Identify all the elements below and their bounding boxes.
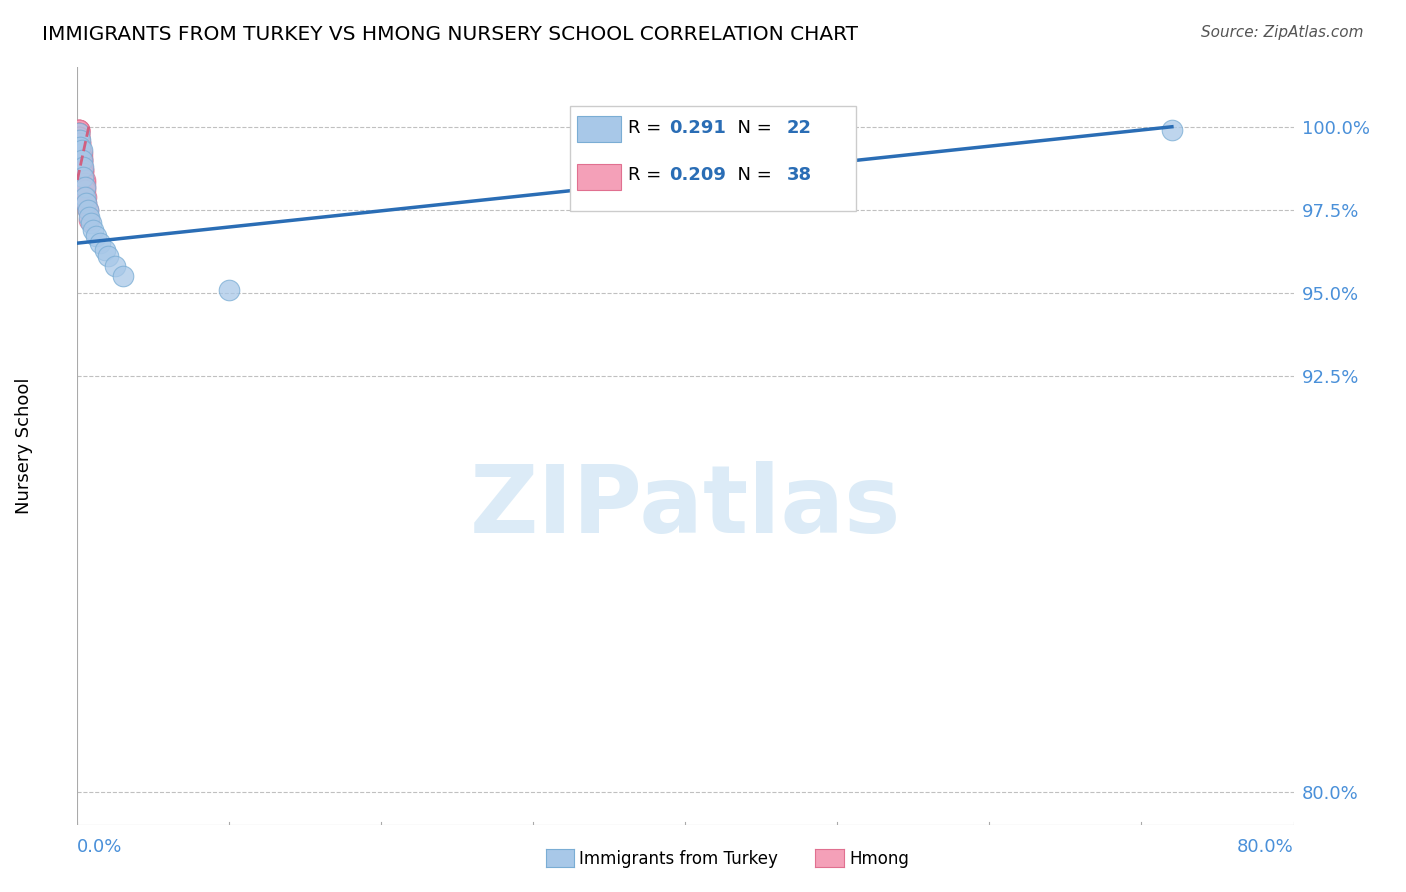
Point [67, 127, 90, 141]
FancyBboxPatch shape [578, 164, 621, 190]
Text: Hmong: Hmong [849, 850, 910, 868]
Text: N =: N = [725, 166, 778, 185]
Text: N =: N = [725, 119, 778, 136]
Point [67, 133, 90, 147]
Point [69, 143, 91, 157]
Point [70, 153, 93, 167]
Point [67, 127, 90, 141]
Point [67, 129, 90, 144]
Point [77, 202, 100, 217]
Text: 0.0%: 0.0% [77, 838, 122, 856]
Text: 0.209: 0.209 [669, 166, 727, 185]
Point [73, 179, 96, 194]
Point [73, 179, 96, 194]
Point [84, 229, 107, 244]
Point [67, 123, 90, 137]
Text: 38: 38 [786, 166, 811, 185]
Point [104, 260, 127, 274]
Point [75, 196, 97, 211]
Point [73, 173, 96, 187]
Text: 0.291: 0.291 [669, 119, 727, 136]
Point [67, 129, 90, 144]
Point [73, 189, 96, 203]
Point [69, 136, 91, 151]
Point [69, 143, 91, 157]
Point [70, 160, 93, 174]
Point [80, 216, 103, 230]
Text: Nursery School: Nursery School [15, 377, 34, 515]
Point [72, 163, 94, 178]
Point [70, 156, 93, 170]
Text: 80.0%: 80.0% [1237, 838, 1294, 856]
Point [69, 136, 91, 151]
Point [75, 196, 97, 211]
Point [82, 223, 104, 237]
Point [73, 183, 96, 197]
Point [79, 210, 101, 224]
Text: 22: 22 [786, 119, 811, 136]
Point [70, 153, 93, 167]
Point [67, 127, 90, 141]
Point [79, 212, 101, 227]
Point [67, 136, 90, 151]
Point [73, 176, 96, 190]
Point [67, 123, 90, 137]
Point [111, 269, 134, 284]
Point [77, 202, 100, 217]
Text: R =: R = [628, 166, 668, 185]
Point [93, 243, 115, 257]
Point [69, 146, 91, 161]
FancyBboxPatch shape [578, 116, 621, 142]
Point [72, 169, 94, 184]
Point [67, 129, 90, 144]
Point [72, 163, 94, 178]
Text: IMMIGRANTS FROM TURKEY VS HMONG NURSERY SCHOOL CORRELATION CHART: IMMIGRANTS FROM TURKEY VS HMONG NURSERY … [42, 25, 858, 44]
Point [67, 123, 90, 137]
Point [67, 127, 90, 141]
Point [70, 150, 93, 164]
Point [70, 146, 93, 161]
Point [72, 160, 94, 174]
Point [72, 166, 94, 180]
Point [69, 133, 91, 147]
Point [72, 169, 94, 184]
Point [67, 123, 90, 137]
FancyBboxPatch shape [569, 106, 856, 211]
Point [218, 283, 240, 297]
Text: Source: ZipAtlas.com: Source: ZipAtlas.com [1201, 25, 1364, 40]
Point [67, 133, 90, 147]
Point [1161, 123, 1184, 137]
Point [70, 143, 93, 157]
Point [69, 139, 91, 153]
Point [97, 249, 120, 263]
Point [89, 236, 111, 251]
Text: R =: R = [628, 119, 668, 136]
Point [69, 139, 91, 153]
Point [69, 139, 91, 153]
Text: ZIPatlas: ZIPatlas [470, 460, 901, 553]
Text: Immigrants from Turkey: Immigrants from Turkey [579, 850, 778, 868]
Point [75, 189, 97, 203]
Point [70, 153, 93, 167]
